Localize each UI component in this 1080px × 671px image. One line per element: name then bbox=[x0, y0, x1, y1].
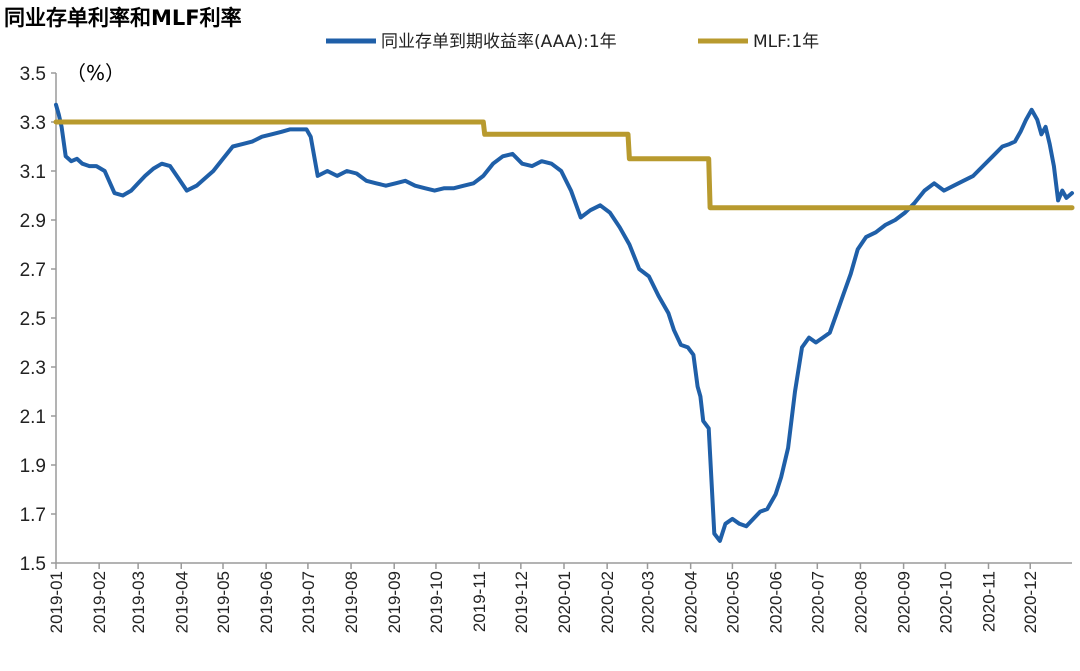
y-tick-label: 1.5 bbox=[20, 554, 46, 575]
y-tick-label: 2.9 bbox=[20, 211, 46, 232]
x-tick-label: 2020-05 bbox=[723, 571, 742, 633]
series-line-cd-yield bbox=[54, 102, 1074, 543]
x-tick-label: 2019-01 bbox=[47, 571, 66, 633]
series-group bbox=[53, 102, 1075, 543]
x-tick-label: 2019-12 bbox=[512, 571, 531, 633]
x-tick-label: 2019-06 bbox=[257, 571, 276, 633]
y-tick-label: 3.1 bbox=[20, 162, 46, 183]
x-tick-label: 2019-09 bbox=[385, 571, 404, 633]
x-tick-label: 2019-07 bbox=[299, 571, 318, 633]
y-ticks: 3.5 3.3 3.1 2.9 2.7 2.5 2.3 2.1 1.9 1.7 1.5 bbox=[20, 64, 56, 575]
x-tick-label: 2020-12 bbox=[1021, 571, 1040, 633]
y-tick-label: 2.1 bbox=[20, 407, 46, 428]
x-tick-label: 2020-07 bbox=[808, 571, 827, 633]
x-tick-label: 2020-10 bbox=[936, 571, 955, 633]
legend-label-cd: 同业存单到期收益率(AAA):1年 bbox=[381, 32, 617, 52]
x-tick-label: 2019-11 bbox=[470, 571, 489, 632]
y-tick-label: 2.3 bbox=[20, 358, 46, 379]
series-line-mlf bbox=[53, 119, 1075, 211]
chart-title: 同业存单利率和MLF利率 bbox=[4, 6, 242, 30]
x-tick-label: 2020-06 bbox=[767, 571, 786, 633]
y-tick-label: 3.3 bbox=[20, 113, 46, 134]
x-tick-label: 2019-10 bbox=[427, 571, 446, 633]
legend: 同业存单到期收益率(AAA):1年 MLF:1年 bbox=[326, 32, 819, 52]
x-tick-label: 2019-04 bbox=[172, 571, 191, 633]
x-tick-label: 2020-08 bbox=[851, 571, 870, 633]
y-tick-label: 2.7 bbox=[20, 260, 46, 281]
x-tick-label: 2019-03 bbox=[129, 571, 148, 633]
y-tick-label: 3.5 bbox=[20, 64, 46, 85]
x-tick-label: 2020-01 bbox=[555, 571, 574, 633]
x-tick-label: 2019-05 bbox=[214, 571, 233, 633]
x-tick-label: 2020-02 bbox=[598, 571, 617, 633]
x-tick-label: 2020-09 bbox=[895, 571, 914, 633]
x-tick-label: 2019-08 bbox=[342, 571, 361, 633]
y-tick-label: 2.5 bbox=[20, 309, 46, 330]
legend-label-mlf: MLF:1年 bbox=[753, 32, 819, 52]
x-tick-label: 2020-03 bbox=[639, 571, 658, 633]
x-tick-label: 2020-11 bbox=[979, 571, 998, 632]
x-tick-label: 2020-04 bbox=[682, 571, 701, 633]
unit-label: （%） bbox=[66, 61, 125, 85]
y-tick-label: 1.7 bbox=[20, 505, 46, 526]
x-tick-label: 2019-02 bbox=[90, 571, 109, 633]
x-ticks: 2019-01 2019-02 2019-03 2019-04 2019-05 2019-… bbox=[47, 563, 1040, 633]
y-tick-label: 1.9 bbox=[20, 456, 46, 477]
